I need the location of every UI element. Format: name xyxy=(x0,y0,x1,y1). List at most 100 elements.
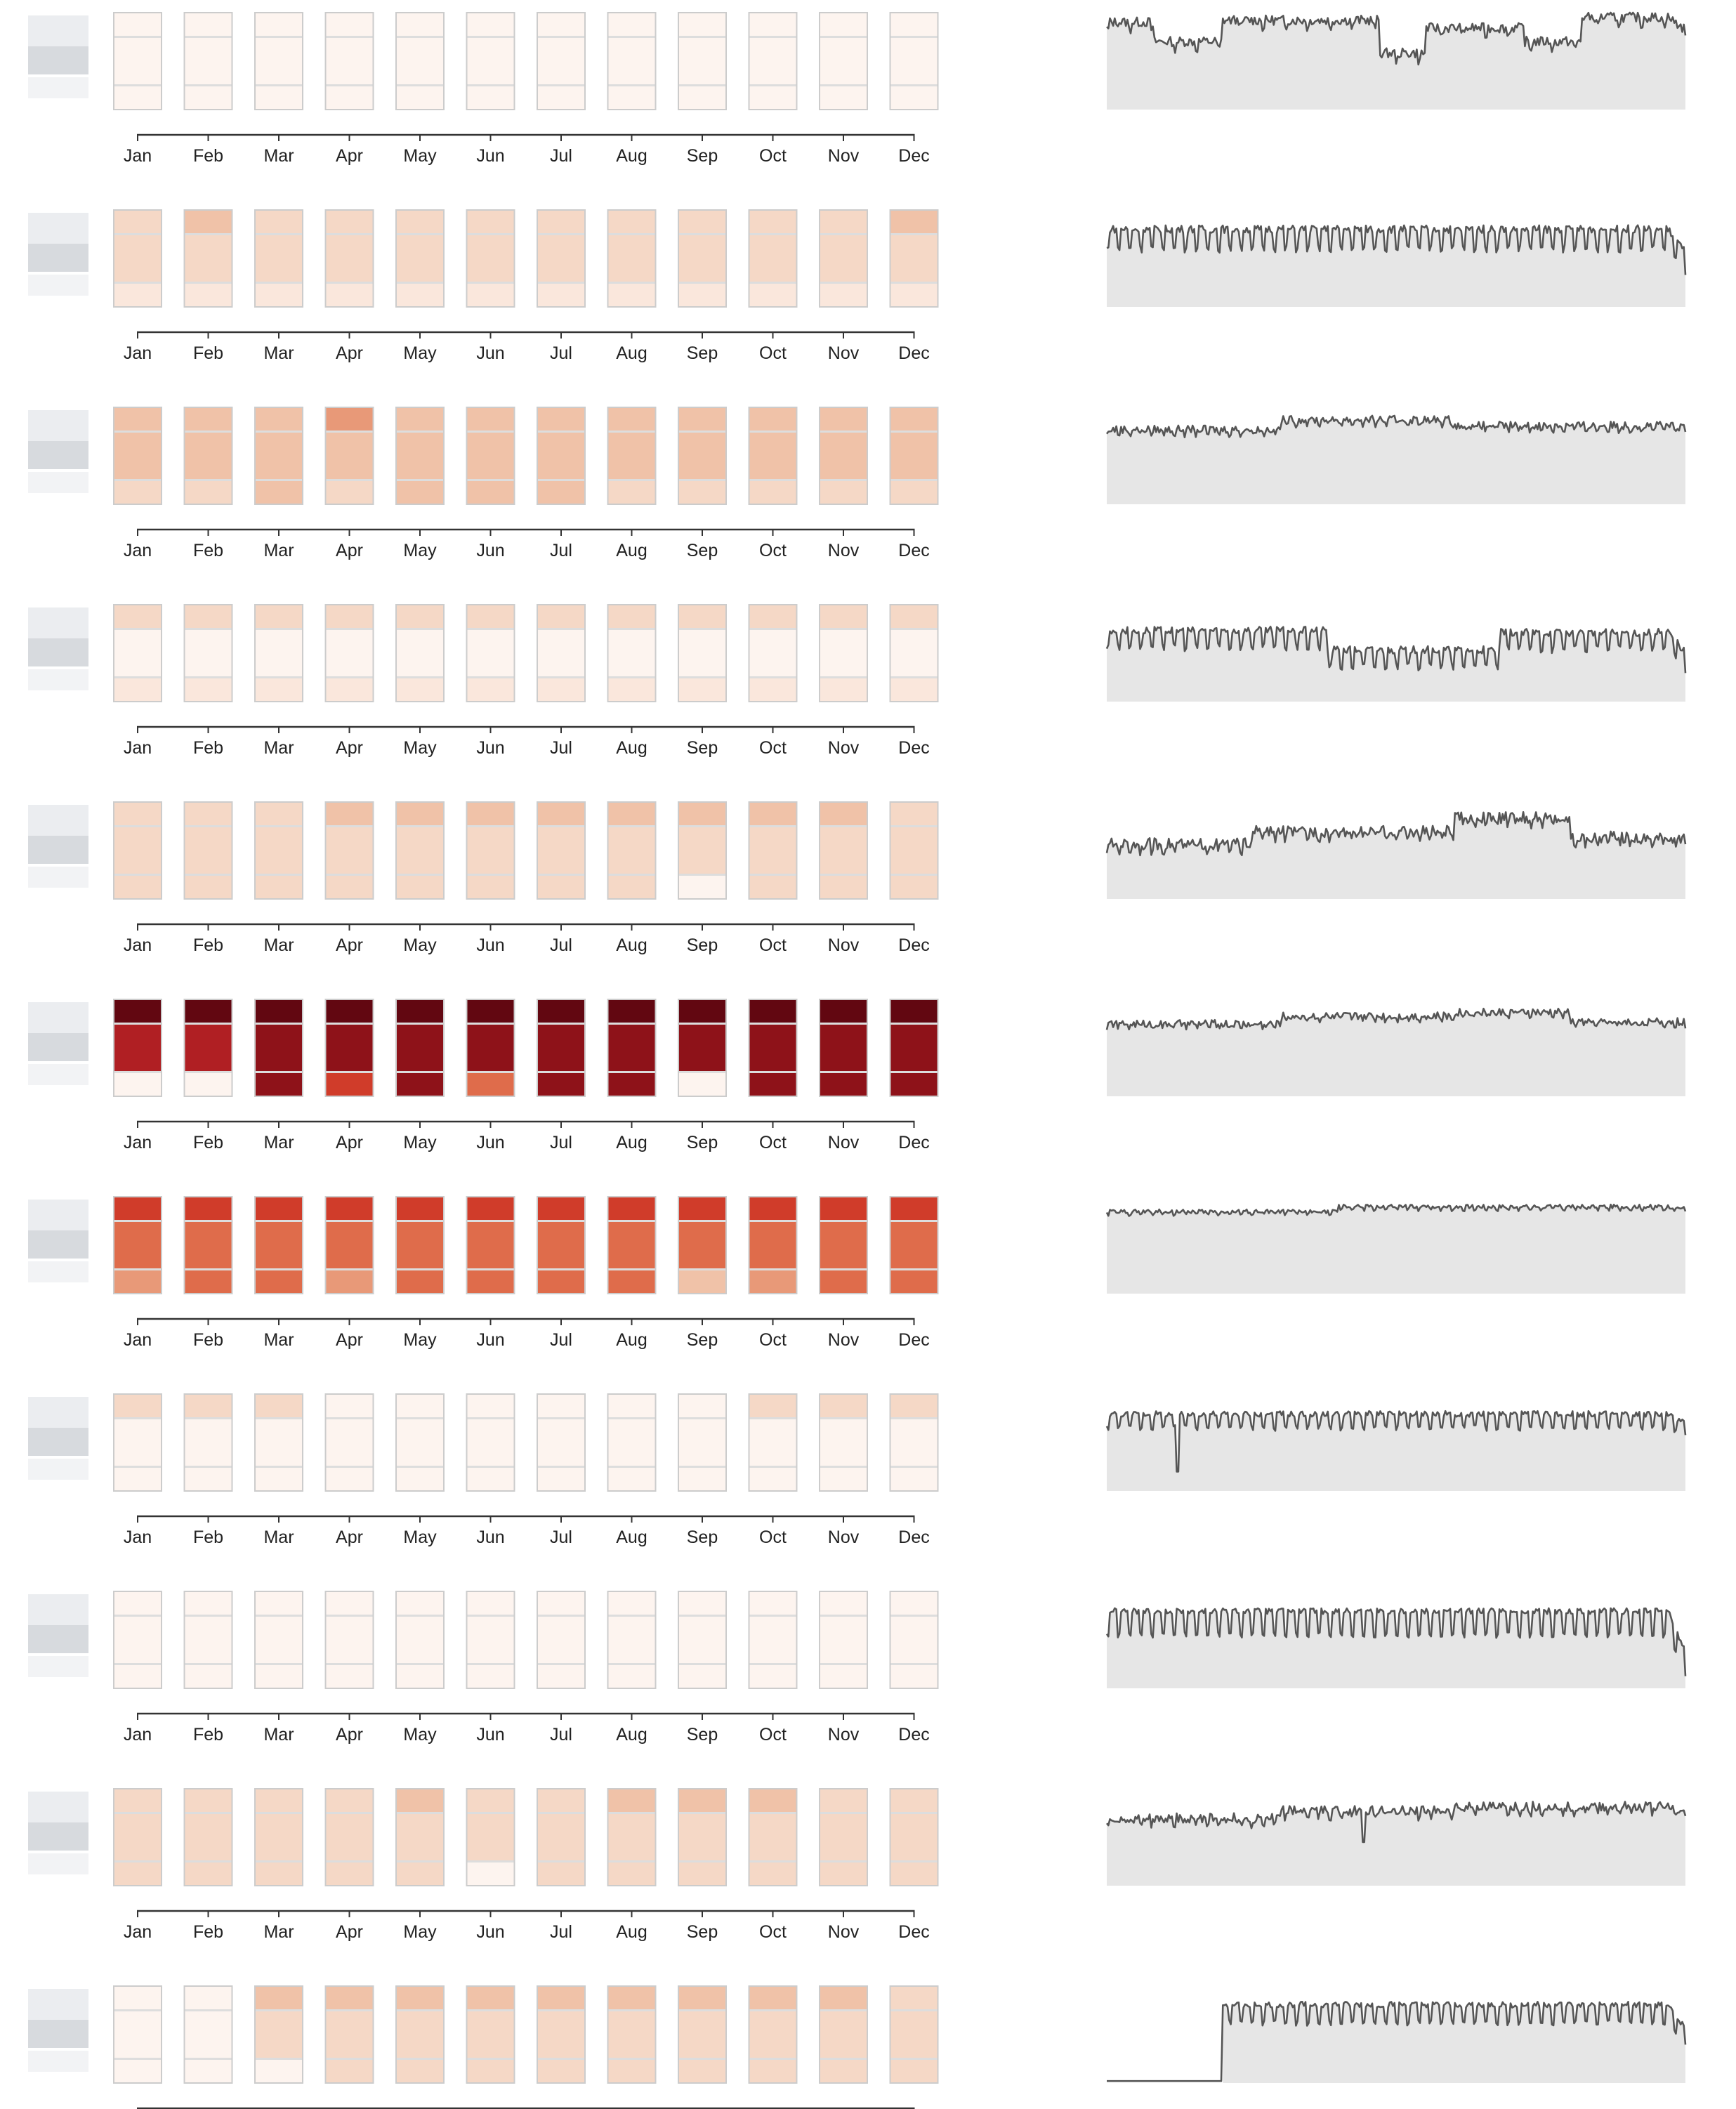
heat-cell-band xyxy=(255,1664,303,1688)
month-tick-label: Aug xyxy=(616,738,647,758)
month-tick-label: Jul xyxy=(550,146,572,166)
heat-cell-band xyxy=(466,629,515,678)
heat-cell-band xyxy=(255,1221,303,1270)
heat-cell-band xyxy=(537,2058,585,2083)
heat-cell-band xyxy=(466,407,515,432)
row-label-blur xyxy=(28,1261,88,1282)
heat-cell xyxy=(395,999,445,1097)
month-tick-label: Apr xyxy=(336,935,363,955)
heat-cell-band xyxy=(255,234,303,283)
heat-cell-band xyxy=(184,431,232,480)
month-tick-label: Oct xyxy=(759,1725,787,1745)
heat-cell-band xyxy=(184,2010,232,2059)
heat-cell-band xyxy=(607,874,656,899)
heat-cell-band xyxy=(537,407,585,432)
month-tick-label: May xyxy=(403,1330,437,1350)
heat-cell-band xyxy=(396,2010,444,2059)
heat-cell xyxy=(183,209,233,308)
heat-cell-band xyxy=(466,282,515,307)
heat-cell-band xyxy=(890,234,938,283)
heat-cell-band xyxy=(396,13,444,37)
heat-cell xyxy=(324,1985,374,2084)
heat-cell-band xyxy=(114,605,162,629)
heat-cell-band xyxy=(678,1986,726,2011)
heat-cell-band xyxy=(537,1269,585,1294)
heat-cell xyxy=(819,407,868,505)
heat-cell-band xyxy=(749,2010,797,2059)
heat-cell-band xyxy=(749,13,797,37)
month-tick-label: Jul xyxy=(550,1527,572,1547)
heat-cell-band xyxy=(325,234,374,283)
sparkline-area xyxy=(1107,1411,1685,1491)
heat-cell-band xyxy=(537,1072,585,1096)
month-tick-label: Jan xyxy=(124,1922,152,1942)
month-tick-label: May xyxy=(403,1725,437,1745)
heat-cell-band xyxy=(607,1394,656,1419)
heat-cell-band xyxy=(820,2010,867,2059)
heat-cell-band xyxy=(678,826,726,875)
heat-cell-band xyxy=(749,1221,797,1270)
heat-cell xyxy=(395,1788,445,1886)
heat-cell-band xyxy=(184,37,232,86)
heat-cell-band xyxy=(890,1664,938,1688)
heat-cell-band xyxy=(749,1861,797,1886)
sparkline-area xyxy=(1107,812,1685,899)
heat-cell-band xyxy=(114,1664,162,1688)
heat-cell-band xyxy=(255,431,303,480)
row-label-blur xyxy=(28,1002,88,1036)
heat-cell xyxy=(395,1393,445,1492)
heat-cell xyxy=(748,801,798,900)
heat-cell xyxy=(748,604,798,702)
heat-cell-band xyxy=(678,480,726,504)
row-label-blur xyxy=(28,805,88,839)
heat-cell-band xyxy=(184,1861,232,1886)
heat-cell-band xyxy=(114,1861,162,1886)
heat-cell-band xyxy=(678,1861,726,1886)
heat-cell-band xyxy=(678,85,726,110)
month-tick-label: Jun xyxy=(476,1133,504,1152)
heat-cell xyxy=(183,999,233,1097)
heat-cell-band xyxy=(820,1591,867,1616)
sparkline-line xyxy=(1106,224,1687,275)
heat-cell-band xyxy=(184,1269,232,1294)
heat-cell xyxy=(324,801,374,900)
heat-cell-band xyxy=(184,1664,232,1688)
heat-cell-band xyxy=(537,826,585,875)
heat-cell-band xyxy=(325,2010,374,2059)
heat-cell-band xyxy=(255,802,303,827)
month-tick-label: Aug xyxy=(616,1725,647,1745)
heat-cell-band xyxy=(749,1813,797,1862)
heat-cell-band xyxy=(114,1394,162,1419)
heat-cell-band xyxy=(466,1269,515,1294)
month-tick-label: Mar xyxy=(263,1527,294,1547)
row-label-blur xyxy=(28,669,88,690)
heat-cell-band xyxy=(820,2058,867,2083)
heat-cell-band xyxy=(820,234,867,283)
heat-cell xyxy=(324,407,374,505)
heat-cell-band xyxy=(325,1221,374,1270)
heat-cell xyxy=(466,1985,515,2084)
heat-cell xyxy=(254,209,303,308)
heat-cell-band xyxy=(466,1789,515,1813)
heat-cell xyxy=(183,1196,233,1294)
row-label-blur xyxy=(28,1200,88,1233)
heat-cell-band xyxy=(255,1418,303,1467)
heat-cell xyxy=(324,999,374,1097)
heat-cell-band xyxy=(890,85,938,110)
heat-cell xyxy=(113,1985,162,2084)
heat-cell-band xyxy=(466,1197,515,1221)
heat-cell xyxy=(537,1788,586,1886)
heat-cell-band xyxy=(678,802,726,827)
heat-cell-band xyxy=(890,1394,938,1419)
heat-cell-band xyxy=(466,13,515,37)
sparkline-line xyxy=(1105,1607,1687,1676)
heat-cell-band xyxy=(325,677,374,702)
heat-cell-band xyxy=(607,1615,656,1664)
heat-cell-band xyxy=(255,605,303,629)
heat-cell-band xyxy=(749,1023,797,1072)
row-label-blur xyxy=(28,1822,88,1851)
heat-cell-band xyxy=(890,605,938,629)
heat-cell-band xyxy=(678,282,726,307)
heat-cell-band xyxy=(184,605,232,629)
heat-cell xyxy=(254,1196,303,1294)
